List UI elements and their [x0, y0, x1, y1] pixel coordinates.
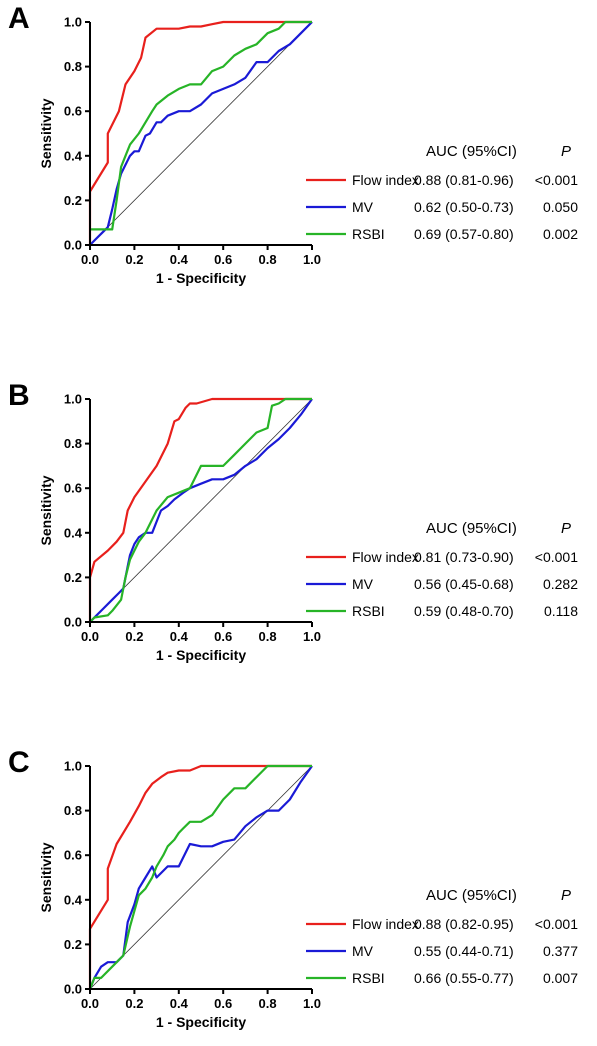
y-tick-label: 0.2	[64, 570, 82, 585]
legend-label-mv: MV	[352, 199, 374, 215]
roc-curve-rsbi	[90, 20, 312, 231]
y-tick-label: 0.2	[64, 937, 82, 952]
y-axis-label: Sensitivity	[38, 98, 54, 168]
roc-panel-a: A 0.00.0 0.2 0.2 0.4 0.4 0.6 0.6 0.8 0.8 1.0 1.0 1 -…	[8, 2, 578, 286]
x-tick-label: 1.0	[303, 629, 321, 644]
reference-diagonal-line	[89, 21, 313, 246]
p-value-flow-index: <0.001	[535, 172, 578, 188]
x-tick-label: 0.2	[125, 629, 143, 644]
y-tick-label: 0.6	[64, 481, 82, 496]
auc-value-flow-index: 0.88 (0.81-0.96)	[414, 172, 514, 188]
y-tick-label: 0.8	[64, 803, 82, 818]
auc-value-flow-index: 0.81 (0.73-0.90)	[414, 549, 514, 565]
auc-value-mv: 0.56 (0.45-0.68)	[414, 576, 514, 592]
p-value-mv: 0.377	[543, 943, 578, 959]
x-tick-label: 0.2	[125, 996, 143, 1011]
y-tick-label: 0.4	[64, 148, 83, 163]
x-tick-label: 0.2	[125, 252, 143, 267]
auc-value-rsbi: 0.69 (0.57-0.80)	[414, 226, 514, 242]
y-tick-label: 0.8	[64, 59, 82, 74]
x-tick-label: 0.0	[81, 252, 99, 267]
y-tick-label: 0.0	[64, 982, 82, 997]
p-value-rsbi: 0.002	[543, 226, 578, 242]
legend-label-flow-index: Flow index	[352, 172, 419, 188]
roc-curve-mv	[89, 21, 313, 246]
y-tick-label: 1.0	[64, 759, 82, 774]
p-column-header: P	[561, 143, 571, 160]
roc-panel-b: B 0.00.0 0.2 0.2 0.4 0.4 0.6 0.6 0.8 0.8 1.0 1.0 1 -…	[8, 379, 578, 663]
x-axis-label: 1 - Specificity	[156, 1014, 246, 1030]
x-tick-label: 0.4	[170, 252, 189, 267]
legend-label-flow-index: Flow index	[352, 916, 419, 932]
auc-value-mv: 0.62 (0.50-0.73)	[414, 199, 514, 215]
x-tick-label: 1.0	[303, 996, 321, 1011]
legend-label-rsbi: RSBI	[352, 226, 385, 242]
y-axis-label: Sensitivity	[38, 842, 54, 912]
y-tick-label: 1.0	[64, 15, 82, 30]
auc-value-mv: 0.55 (0.44-0.71)	[414, 943, 514, 959]
p-value-rsbi: 0.007	[543, 970, 578, 986]
x-tick-label: 0.4	[170, 629, 189, 644]
roc-curve-flow-index	[88, 20, 312, 245]
auc-value-rsbi: 0.66 (0.55-0.77)	[414, 970, 514, 986]
p-value-flow-index: <0.001	[535, 916, 578, 932]
x-tick-label: 0.6	[214, 252, 232, 267]
x-axis-label: 1 - Specificity	[156, 270, 246, 286]
p-value-mv: 0.282	[543, 576, 578, 592]
y-tick-label: 0.0	[64, 615, 82, 630]
reference-diagonal-line	[89, 765, 313, 990]
y-tick-label: 0.6	[64, 848, 82, 863]
auc-value-rsbi: 0.59 (0.48-0.70)	[414, 603, 514, 619]
panel-label: B	[8, 379, 30, 412]
x-tick-label: 0.6	[214, 629, 232, 644]
x-tick-label: 0.6	[214, 996, 232, 1011]
y-tick-label: 0.8	[64, 436, 82, 451]
y-tick-label: 0.6	[64, 104, 82, 119]
roc-panel-c: C 0.00.0 0.2 0.2 0.4 0.4 0.6 0.6 0.8 0.8 1.0 1.0 1 -…	[8, 746, 578, 1030]
x-axis-label: 1 - Specificity	[156, 647, 246, 663]
x-tick-label: 0.8	[259, 252, 277, 267]
roc-curve-flow-index	[88, 397, 312, 622]
legend-label-rsbi: RSBI	[352, 603, 385, 619]
auc-column-header: AUC (95%CI)	[426, 143, 517, 160]
roc-curve-flow-index	[88, 764, 312, 989]
y-tick-label: 0.0	[64, 238, 82, 253]
reference-diagonal-line	[89, 398, 313, 623]
y-tick-label: 1.0	[64, 392, 82, 407]
legend-label-mv: MV	[352, 576, 374, 592]
panel-label: A	[8, 2, 30, 35]
legend-label-rsbi: RSBI	[352, 970, 385, 986]
x-tick-label: 0.8	[259, 629, 277, 644]
auc-column-header: AUC (95%CI)	[426, 520, 517, 537]
p-value-rsbi: 0.118	[544, 603, 578, 619]
auc-column-header: AUC (95%CI)	[426, 887, 517, 904]
auc-value-flow-index: 0.88 (0.82-0.95)	[414, 916, 514, 932]
p-value-flow-index: <0.001	[535, 549, 578, 565]
x-tick-label: 1.0	[303, 252, 321, 267]
p-column-header: P	[561, 520, 571, 537]
roc-curve-mv	[89, 398, 313, 623]
legend-label-mv: MV	[352, 943, 374, 959]
y-tick-label: 0.4	[64, 892, 83, 907]
p-value-mv: 0.050	[543, 199, 578, 215]
x-tick-label: 0.4	[170, 996, 189, 1011]
roc-curve-rsbi	[89, 397, 312, 623]
y-tick-label: 0.2	[64, 193, 82, 208]
x-tick-label: 0.0	[81, 629, 99, 644]
y-tick-label: 0.4	[64, 525, 83, 540]
x-tick-label: 0.8	[259, 996, 277, 1011]
roc-curve-rsbi	[88, 764, 312, 990]
panel-label: C	[8, 746, 30, 779]
p-column-header: P	[561, 887, 571, 904]
y-axis-label: Sensitivity	[38, 475, 54, 545]
x-tick-label: 0.0	[81, 996, 99, 1011]
legend-label-flow-index: Flow index	[352, 549, 419, 565]
